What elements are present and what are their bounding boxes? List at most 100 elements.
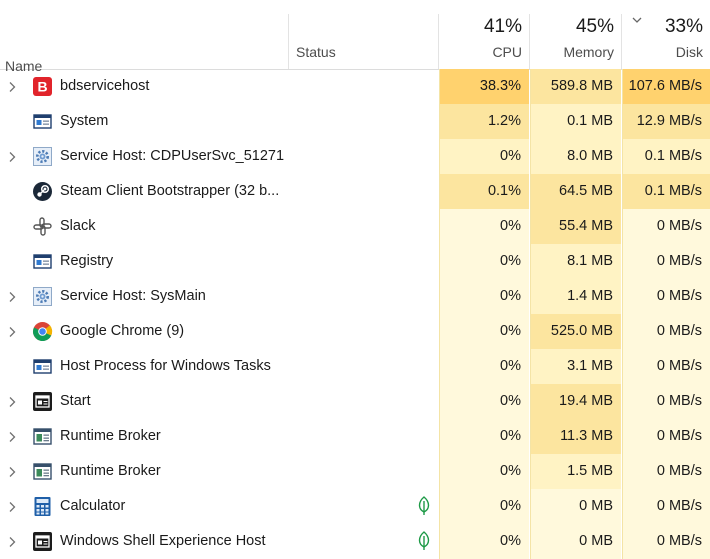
cpu-cell: 38.3% — [439, 69, 529, 104]
calculator-icon — [32, 496, 53, 517]
disk-cell: 0 MB/s — [622, 419, 710, 454]
process-name: Service Host: CDPUserSvc_51271 — [60, 148, 285, 164]
cpu-cell: 0% — [439, 314, 529, 349]
cpu-cell: 0% — [439, 139, 529, 174]
bitdefender-icon: B — [32, 76, 53, 97]
process-name: Steam Client Bootstrapper (32 b... — [60, 183, 280, 199]
expand-chevron-icon[interactable] — [7, 535, 17, 547]
cpu-cell: 0.1% — [439, 174, 529, 209]
memory-cell: 0 MB — [530, 524, 621, 559]
start-window-icon — [32, 531, 53, 552]
steam-icon — [32, 181, 53, 202]
expand-chevron-icon[interactable] — [7, 465, 17, 477]
process-name: Runtime Broker — [60, 428, 161, 444]
cpu-cell: 0% — [439, 419, 529, 454]
expand-chevron-icon[interactable] — [7, 395, 17, 407]
memory-cell: 1.5 MB — [530, 454, 621, 489]
cpu-column-header[interactable]: 41% CPU — [438, 14, 530, 69]
process-row[interactable]: Steam Client Bootstrapper (32 b... 0.1% 64… — [0, 174, 710, 209]
start-window-icon — [32, 391, 53, 412]
process-name: Service Host: SysMain — [60, 288, 206, 304]
disk-total-percent: 33% — [664, 16, 703, 37]
memory-cell: 3.1 MB — [530, 349, 621, 384]
disk-column-header[interactable]: 33% Disk — [621, 14, 710, 69]
name-column-header[interactable]: Name — [0, 14, 288, 74]
slack-icon — [32, 216, 53, 237]
memory-cell: 55.4 MB — [530, 209, 621, 244]
cpu-cell: 0% — [439, 279, 529, 314]
memory-column-header[interactable]: 45% Memory — [529, 14, 622, 69]
memory-cell: 1.4 MB — [530, 279, 621, 314]
process-name: Runtime Broker — [60, 463, 161, 479]
name-column-label: Name — [5, 58, 43, 74]
expand-chevron-icon[interactable] — [7, 325, 17, 337]
disk-cell: 0 MB/s — [622, 244, 710, 279]
process-name: Host Process for Windows Tasks — [60, 358, 271, 374]
sort-descending-icon — [632, 17, 642, 23]
cpu-cell: 0% — [439, 244, 529, 279]
memory-cell: 0.1 MB — [530, 104, 621, 139]
process-row[interactable]: Registry 0% 8.1 MB 0 MB/s — [0, 244, 710, 279]
memory-cell: 525.0 MB — [530, 314, 621, 349]
process-name: Registry — [60, 253, 114, 269]
status-column-header[interactable]: Status — [288, 14, 439, 69]
disk-column-label: Disk — [675, 44, 703, 60]
process-row[interactable]: Host Process for Windows Tasks 0% 3.1 MB 0 … — [0, 349, 710, 384]
process-row[interactable]: Google Chrome (9) 0% 525.0 MB 0 MB/s — [0, 314, 710, 349]
memory-total-percent: 45% — [575, 16, 614, 37]
disk-cell: 0 MB/s — [622, 349, 710, 384]
disk-cell: 0 MB/s — [622, 209, 710, 244]
process-row[interactable]: Runtime Broker 0% 11.3 MB 0 MB/s — [0, 419, 710, 454]
expand-chevron-icon[interactable] — [7, 80, 17, 92]
status-column-label: Status — [296, 44, 336, 60]
cpu-cell: 0% — [439, 209, 529, 244]
process-row[interactable]: Start 0% 19.4 MB 0 MB/s — [0, 384, 710, 419]
process-row[interactable]: Runtime Broker 0% 1.5 MB 0 MB/s — [0, 454, 710, 489]
cpu-total-percent: 41% — [483, 16, 522, 37]
runtime-broker-icon — [32, 461, 53, 482]
system-window-icon — [32, 356, 53, 377]
process-row[interactable]: System 1.2% 0.1 MB 12.9 MB/s — [0, 104, 710, 139]
process-name: Start — [60, 393, 91, 409]
process-row[interactable]: Windows Shell Experience Host 0% 0 MB 0 MB/… — [0, 524, 710, 559]
memory-cell: 8.1 MB — [530, 244, 621, 279]
cpu-cell: 0% — [439, 489, 529, 524]
cpu-cell: 1.2% — [439, 104, 529, 139]
disk-cell: 0 MB/s — [622, 524, 710, 559]
cpu-cell: 0% — [439, 454, 529, 489]
process-name: Slack — [60, 218, 96, 234]
process-row[interactable]: Slack 0% 55.4 MB 0 MB/s — [0, 209, 710, 244]
disk-cell: 0 MB/s — [622, 454, 710, 489]
system-window-icon — [32, 251, 53, 272]
process-row[interactable]: Calculator 0% 0 MB 0 MB/s — [0, 489, 710, 524]
efficiency-mode-leaf-icon — [416, 531, 432, 551]
cpu-cell: 0% — [439, 349, 529, 384]
system-window-icon — [32, 111, 53, 132]
cpu-cell: 0% — [439, 384, 529, 419]
process-row[interactable]: Service Host: CDPUserSvc_51271 0% 8.0 MB 0.… — [0, 139, 710, 174]
chrome-icon — [32, 321, 53, 342]
expand-chevron-icon[interactable] — [7, 150, 17, 162]
efficiency-mode-leaf-icon — [416, 496, 432, 516]
column-header-bar: Name Status 41% CPU 45% Memory 33% Disk — [0, 0, 710, 74]
memory-cell: 19.4 MB — [530, 384, 621, 419]
memory-cell: 8.0 MB — [530, 139, 621, 174]
memory-column-label: Memory — [563, 44, 614, 60]
cpu-column-label: CPU — [492, 44, 522, 60]
process-name: Google Chrome (9) — [60, 323, 185, 339]
memory-cell: 0 MB — [530, 489, 621, 524]
gear-icon — [32, 286, 53, 307]
expand-chevron-icon[interactable] — [7, 500, 17, 512]
cpu-cell: 0% — [439, 524, 529, 559]
process-row[interactable]: Service Host: SysMain 0% 1.4 MB 0 MB/s — [0, 279, 710, 314]
svg-text:B: B — [37, 79, 47, 95]
disk-cell: 0.1 MB/s — [622, 139, 710, 174]
process-name: Calculator — [60, 498, 126, 514]
expand-chevron-icon[interactable] — [7, 430, 17, 442]
disk-cell: 107.6 MB/s — [622, 69, 710, 104]
disk-cell: 12.9 MB/s — [622, 104, 710, 139]
expand-chevron-icon[interactable] — [7, 290, 17, 302]
runtime-broker-icon — [32, 426, 53, 447]
